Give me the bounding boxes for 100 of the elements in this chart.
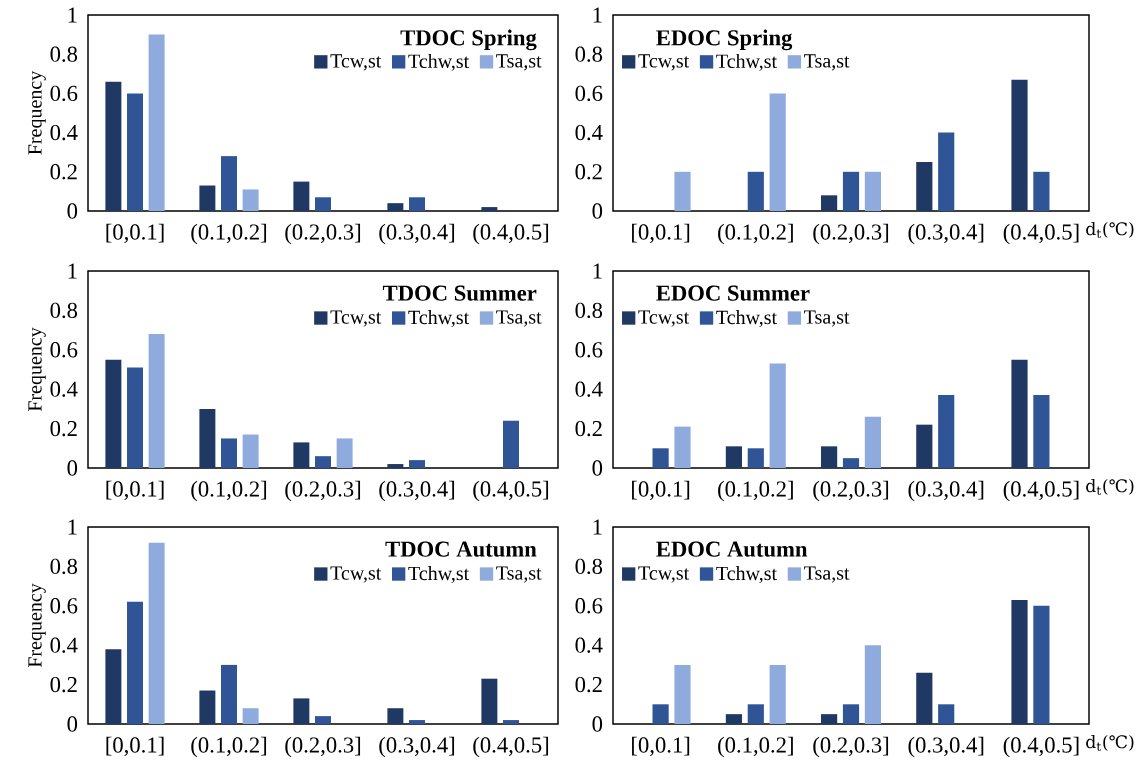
- chart-title: EDOC Summer: [656, 285, 810, 301]
- x-tick-label: (0.3,0.4]: [908, 480, 984, 502]
- x-tick-label: (0.3,0.4]: [379, 223, 455, 245]
- y-tick-label: 1: [593, 263, 602, 279]
- bar: [242, 434, 259, 468]
- y-tick-label: 0.6: [575, 85, 603, 102]
- x-axis-title: d$_{t}$(℃): [1086, 734, 1134, 752]
- y-axis-title: Frequency: [28, 70, 46, 155]
- x-tick-label: (0.1,0.2]: [718, 223, 793, 245]
- x-tick-label: [0,0.1]: [106, 736, 164, 756]
- bar: [293, 181, 310, 211]
- bar: [105, 649, 122, 724]
- y-tick-label: 0.4: [50, 381, 78, 397]
- legend-label: Tcw,st: [638, 310, 690, 327]
- bar: [842, 171, 860, 211]
- bar: [674, 664, 691, 724]
- x-tick-label: (0.4,0.5]: [1003, 480, 1079, 502]
- bar: [503, 420, 519, 468]
- bar: [105, 81, 122, 211]
- legend-label: Tchw,st: [716, 53, 777, 71]
- x-tick-label: (0.2,0.3]: [285, 480, 361, 502]
- legend-label: Tchw,st: [408, 310, 470, 328]
- bar: [747, 448, 764, 468]
- bar: [916, 672, 933, 724]
- y-axis-title: Frequency: [28, 327, 46, 412]
- legend-label: Tsa,st: [496, 310, 542, 327]
- legend-label: Tcw,st: [638, 566, 690, 583]
- chart-title: TDOC Summer: [382, 285, 537, 301]
- y-tick-label: 0.6: [50, 598, 78, 614]
- y-tick-label: 0.8: [575, 46, 603, 62]
- bar: [242, 189, 259, 211]
- bar: [938, 704, 955, 724]
- chart-title: EDOC Autumn: [656, 541, 808, 557]
- y-tick-label: 0.6: [575, 598, 603, 614]
- bar: [821, 195, 838, 211]
- bar: [315, 716, 331, 724]
- x-tick-label: (0.4,0.5]: [1003, 223, 1079, 245]
- bar: [674, 426, 691, 468]
- bar: [127, 93, 143, 211]
- x-tick-label: (0.4,0.5]: [473, 223, 549, 245]
- y-tick-label: 0.2: [575, 164, 602, 180]
- y-axis-title: Frequency: [28, 583, 46, 668]
- y-tick-label: 0.8: [575, 302, 603, 319]
- bar: [864, 171, 881, 211]
- x-tick-label: (0.4,0.5]: [473, 736, 549, 758]
- y-tick-label: 0.4: [575, 637, 603, 653]
- bar: [105, 359, 122, 468]
- x-tick-label: (0.3,0.4]: [379, 736, 455, 758]
- x-tick-label: (0.3,0.4]: [908, 223, 984, 245]
- bar: [503, 720, 519, 724]
- bar: [1011, 359, 1028, 468]
- y-tick-label: 0.8: [50, 558, 78, 575]
- bar: [769, 363, 786, 468]
- bar: [916, 162, 933, 211]
- y-tick-label: 0.2: [50, 676, 77, 693]
- bar: [148, 542, 165, 724]
- x-tick-label: [0,0.1]: [632, 223, 690, 243]
- bar: [127, 601, 143, 724]
- y-tick-label: 1: [593, 7, 602, 23]
- x-axis-title: d$_{t}$(℃): [1086, 478, 1134, 496]
- x-tick-label: (0.2,0.3]: [813, 736, 889, 758]
- bar: [1011, 79, 1028, 211]
- bar: [916, 424, 933, 468]
- y-tick-label: 0.6: [575, 342, 603, 358]
- bar: [747, 704, 764, 724]
- y-tick-label: 0: [67, 203, 78, 219]
- bar: [1033, 605, 1050, 724]
- legend-label: Tchw,st: [716, 566, 777, 584]
- y-tick-label: 0: [592, 203, 603, 219]
- bar: [387, 708, 404, 724]
- bar: [821, 446, 838, 468]
- bar: [842, 458, 860, 468]
- legend-label: Tsa,st: [496, 566, 542, 583]
- y-tick-label: 0.6: [50, 342, 78, 358]
- legend-label: Tchw,st: [716, 310, 777, 328]
- x-tick-label: [0,0.1]: [106, 223, 164, 243]
- x-tick-label: (0.2,0.3]: [285, 736, 361, 758]
- bar: [652, 704, 669, 724]
- bar: [199, 690, 216, 724]
- y-tick-label: 0.8: [575, 558, 603, 575]
- x-tick-label: (0.1,0.2]: [191, 736, 267, 758]
- x-tick-label: (0.2,0.3]: [813, 223, 889, 245]
- y-tick-label: 1: [593, 519, 602, 535]
- bar: [1033, 395, 1050, 468]
- bar: [864, 416, 881, 468]
- y-tick-label: 0.6: [50, 85, 78, 102]
- y-tick-label: 0: [67, 460, 78, 476]
- x-tick-label: (0.2,0.3]: [813, 480, 889, 502]
- x-tick-label: (0.4,0.5]: [1003, 736, 1079, 758]
- bar: [293, 698, 310, 724]
- bar: [769, 664, 786, 724]
- bar: [938, 132, 955, 211]
- x-tick-label: (0.1,0.2]: [191, 223, 267, 245]
- bar: [821, 714, 838, 724]
- bar: [481, 678, 498, 724]
- bar: [674, 171, 691, 211]
- x-tick-label: [0,0.1]: [632, 480, 690, 500]
- y-tick-label: 0.4: [50, 637, 78, 653]
- x-tick-label: (0.1,0.2]: [718, 480, 793, 502]
- y-tick-label: 0.2: [575, 676, 602, 693]
